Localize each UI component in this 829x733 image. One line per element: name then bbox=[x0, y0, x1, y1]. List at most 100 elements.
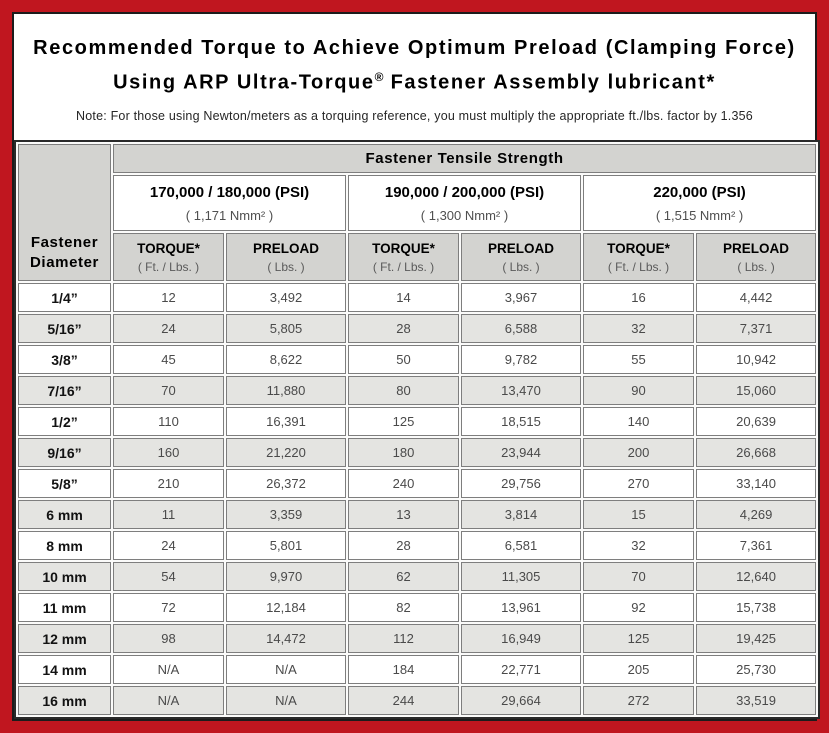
fastener-diameter-header: Fastener Diameter bbox=[18, 144, 111, 281]
nmm-value-2: ( 1,515 Nmm² ) bbox=[655, 207, 744, 223]
torque-cell: 62 bbox=[348, 562, 459, 591]
fastener-diameter-line1: Fastener bbox=[30, 234, 99, 251]
torque-label-2: TORQUE* bbox=[607, 240, 670, 256]
diameter-cell: 5/8” bbox=[18, 469, 111, 498]
torque-cell: 125 bbox=[583, 624, 694, 653]
torque-cell: N/A bbox=[113, 655, 224, 684]
torque-unit-0: ( Ft. / Lbs. ) bbox=[137, 259, 200, 274]
preload-cell: 3,359 bbox=[226, 500, 346, 529]
table-row: 5/8” 210 26,372 240 29,756 270 33,140 bbox=[18, 469, 817, 498]
diameter-cell: 7/16” bbox=[18, 376, 111, 405]
preload-cell: 4,269 bbox=[696, 500, 817, 529]
diameter-cell: 16 mm bbox=[18, 686, 111, 715]
table-row: 9/16” 160 21,220 180 23,944 200 26,668 bbox=[18, 438, 817, 467]
torque-cell: 272 bbox=[583, 686, 694, 715]
preload-cell: 26,372 bbox=[226, 469, 346, 498]
table-row: 6 mm 11 3,359 13 3,814 15 4,269 bbox=[18, 500, 817, 529]
chart-title-line2: Using ARP Ultra-Torque® Fastener Assembl… bbox=[14, 63, 815, 98]
diameter-cell: 10 mm bbox=[18, 562, 111, 591]
preload-cell: N/A bbox=[226, 655, 346, 684]
table-row: 1/4” 12 3,492 14 3,967 16 4,442 bbox=[18, 283, 817, 312]
torque-cell: 32 bbox=[583, 531, 694, 560]
torque-cell: 70 bbox=[113, 376, 224, 405]
preload-cell: 11,880 bbox=[226, 376, 346, 405]
torque-cell: 160 bbox=[113, 438, 224, 467]
title-line2-pre: Using ARP Ultra-Torque bbox=[113, 71, 375, 94]
preload-cell: 16,391 bbox=[226, 407, 346, 436]
preload-column-header-1: PRELOAD ( Lbs. ) bbox=[461, 233, 581, 281]
fastener-diameter-line2: Diameter bbox=[30, 254, 99, 271]
preload-label-2: PRELOAD bbox=[723, 240, 790, 256]
preload-cell: 4,442 bbox=[696, 283, 817, 312]
psi-value-0: 170,000 / 180,000 (PSI) bbox=[149, 183, 310, 201]
diameter-cell: 11 mm bbox=[18, 593, 111, 622]
table-row: 7/16” 70 11,880 80 13,470 90 15,060 bbox=[18, 376, 817, 405]
torque-cell: 112 bbox=[348, 624, 459, 653]
torque-cell: 82 bbox=[348, 593, 459, 622]
psi-group-header-0: 170,000 / 180,000 (PSI) ( 1,171 Nmm² ) bbox=[113, 175, 346, 231]
preload-column-header-2: PRELOAD ( Lbs. ) bbox=[696, 233, 817, 281]
title-block: Recommended Torque to Achieve Optimum Pr… bbox=[14, 34, 815, 123]
psi-group-header-2: 220,000 (PSI) ( 1,515 Nmm² ) bbox=[583, 175, 817, 231]
torque-cell: 24 bbox=[113, 314, 224, 343]
torque-cell: 11 bbox=[113, 500, 224, 529]
preload-cell: 10,942 bbox=[696, 345, 817, 374]
torque-cell: 180 bbox=[348, 438, 459, 467]
torque-cell: 12 bbox=[113, 283, 224, 312]
torque-cell: 140 bbox=[583, 407, 694, 436]
diameter-cell: 1/2” bbox=[18, 407, 111, 436]
diameter-cell: 6 mm bbox=[18, 500, 111, 529]
torque-cell: 70 bbox=[583, 562, 694, 591]
preload-cell: 29,664 bbox=[461, 686, 581, 715]
table-row: 11 mm 72 12,184 82 13,961 92 15,738 bbox=[18, 593, 817, 622]
table-row: 16 mm N/A N/A 244 29,664 272 33,519 bbox=[18, 686, 817, 715]
nmm-value-0: ( 1,171 Nmm² ) bbox=[185, 207, 274, 223]
preload-cell: 5,805 bbox=[226, 314, 346, 343]
diameter-cell: 3/8” bbox=[18, 345, 111, 374]
table-row: 3/8” 45 8,622 50 9,782 55 10,942 bbox=[18, 345, 817, 374]
preload-unit-1: ( Lbs. ) bbox=[502, 259, 540, 274]
preload-cell: 3,967 bbox=[461, 283, 581, 312]
preload-cell: 5,801 bbox=[226, 531, 346, 560]
preload-cell: 19,425 bbox=[696, 624, 817, 653]
preload-cell: 9,782 bbox=[461, 345, 581, 374]
preload-cell: 6,581 bbox=[461, 531, 581, 560]
torque-column-header-2: TORQUE* ( Ft. / Lbs. ) bbox=[583, 233, 694, 281]
diameter-cell: 12 mm bbox=[18, 624, 111, 653]
torque-cell: 90 bbox=[583, 376, 694, 405]
preload-unit-2: ( Lbs. ) bbox=[737, 259, 775, 274]
chart-title-line1: Recommended Torque to Achieve Optimum Pr… bbox=[33, 37, 796, 59]
newton-meters-note: Note: For those using Newton/meters as a… bbox=[76, 108, 753, 123]
preload-cell: 3,814 bbox=[461, 500, 581, 529]
nmm-value-1: ( 1,300 Nmm² ) bbox=[420, 207, 509, 223]
torque-cell: 125 bbox=[348, 407, 459, 436]
diameter-cell: 5/16” bbox=[18, 314, 111, 343]
torque-cell: 45 bbox=[113, 345, 224, 374]
table-row: 1/2” 110 16,391 125 18,515 140 20,639 bbox=[18, 407, 817, 436]
registered-trademark-symbol: ® bbox=[374, 70, 384, 84]
preload-cell: 12,640 bbox=[696, 562, 817, 591]
torque-table-wrap: Fastener Diameter Fastener Tensile Stren… bbox=[14, 140, 821, 719]
torque-cell: 110 bbox=[113, 407, 224, 436]
torque-cell: N/A bbox=[113, 686, 224, 715]
torque-cell: 240 bbox=[348, 469, 459, 498]
torque-cell: 270 bbox=[583, 469, 694, 498]
torque-cell: 205 bbox=[583, 655, 694, 684]
torque-cell: 16 bbox=[583, 283, 694, 312]
preload-cell: 15,738 bbox=[696, 593, 817, 622]
preload-cell: 15,060 bbox=[696, 376, 817, 405]
torque-cell: 244 bbox=[348, 686, 459, 715]
preload-cell: 14,472 bbox=[226, 624, 346, 653]
preload-cell: 25,730 bbox=[696, 655, 817, 684]
table-row: 12 mm 98 14,472 112 16,949 125 19,425 bbox=[18, 624, 817, 653]
preload-cell: 20,639 bbox=[696, 407, 817, 436]
diameter-cell: 9/16” bbox=[18, 438, 111, 467]
preload-cell: 6,588 bbox=[461, 314, 581, 343]
torque-cell: 72 bbox=[113, 593, 224, 622]
table-row: 8 mm 24 5,801 28 6,581 32 7,361 bbox=[18, 531, 817, 560]
preload-cell: 29,756 bbox=[461, 469, 581, 498]
torque-cell: 32 bbox=[583, 314, 694, 343]
tensile-strength-header: Fastener Tensile Strength bbox=[113, 144, 817, 173]
preload-cell: 3,492 bbox=[226, 283, 346, 312]
preload-column-header-0: PRELOAD ( Lbs. ) bbox=[226, 233, 346, 281]
